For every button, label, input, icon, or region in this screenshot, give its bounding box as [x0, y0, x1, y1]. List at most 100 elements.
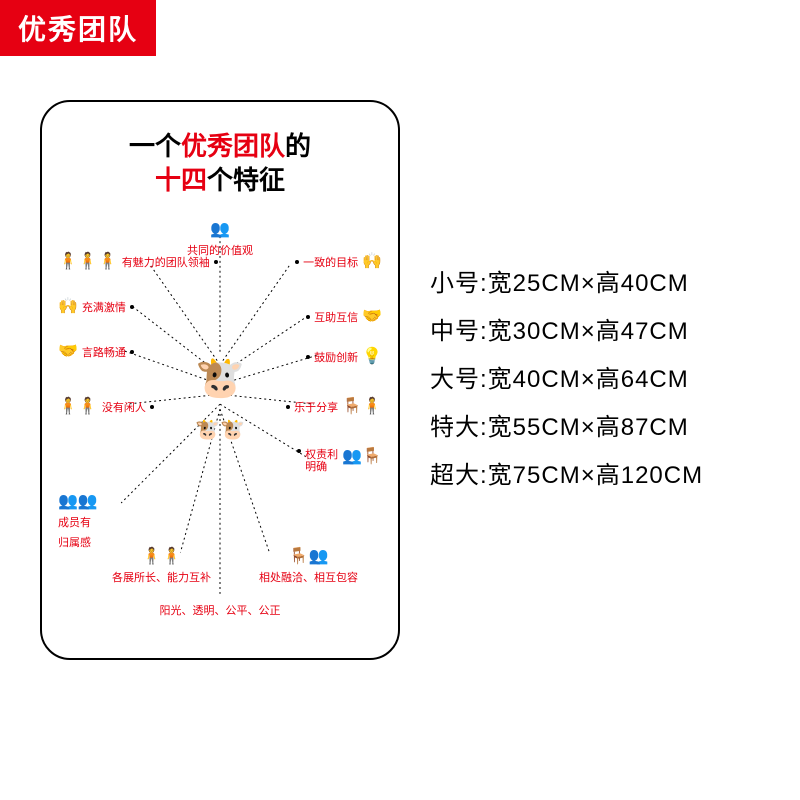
w-label: 宽 [488, 318, 513, 345]
times: × [581, 270, 596, 297]
h-label: 高 [596, 414, 621, 441]
passion-icon: 🙌 [58, 299, 78, 315]
busy-icon: 🧍🧍 [58, 399, 98, 415]
title-hl2: 十四 [155, 165, 207, 195]
trust-icon: 🤝 [362, 309, 382, 325]
dot-icon [297, 449, 301, 453]
poster-title: 一个优秀团队的 十四个特征 [52, 130, 388, 198]
goal-icon: 🙌 [362, 254, 382, 270]
size-row-large: 大号:宽40CM×高64CM [430, 356, 790, 404]
trait-r5a-label: 权责利 [305, 449, 338, 461]
people-icon: 👥 [210, 222, 230, 238]
title-suffix: 个特征 [207, 165, 285, 195]
cm: CM [541, 414, 580, 441]
w-label: 宽 [488, 414, 513, 441]
size-label: 特大 [430, 414, 480, 441]
title-hl1: 优秀团队 [181, 131, 285, 161]
dot-icon [306, 315, 310, 319]
w-val: 75 [513, 462, 542, 489]
trait-b1: 🧍🧍 各展所长、能力互补 [112, 549, 211, 585]
cm: CM [649, 366, 688, 393]
trait-r2: 🤝 互助互信 [306, 309, 382, 325]
size-label: 大号 [430, 366, 480, 393]
dot-icon [130, 305, 134, 309]
sep: : [480, 414, 488, 441]
share-icon: 🪑🧍 [342, 399, 382, 415]
trait-l6a-label: 成员有 [58, 514, 91, 530]
dot-icon [214, 260, 218, 264]
sep: : [480, 366, 488, 393]
dot-icon [286, 405, 290, 409]
w-label: 宽 [488, 462, 513, 489]
cm: CM [541, 366, 580, 393]
trait-r3-label: 鼓励创新 [314, 349, 358, 365]
group-icon: 👥👥 [58, 494, 98, 510]
trait-l1-label: 有魅力的团队领袖 [122, 254, 210, 270]
size-row-small: 小号:宽25CM×高40CM [430, 260, 790, 308]
trait-l3: 🤝 言路畅通 [58, 344, 134, 360]
size-label: 超大 [430, 462, 480, 489]
trait-r1: 🙌 一致的目标 [295, 254, 382, 270]
cm: CM [541, 270, 580, 297]
times: × [581, 318, 596, 345]
times: × [581, 462, 596, 489]
sep: : [480, 318, 488, 345]
dot-icon [295, 260, 299, 264]
trait-l4: 🧍🧍 没有闲人 [58, 399, 154, 415]
times: × [581, 414, 596, 441]
w-val: 40 [513, 366, 542, 393]
dot-icon [130, 350, 134, 354]
trait-l3-label: 言路畅通 [82, 344, 126, 360]
trait-top: 👥 共同的价值观 [187, 222, 253, 258]
w-val: 25 [513, 270, 542, 297]
trait-r2-label: 互助互信 [314, 309, 358, 325]
sep: : [480, 270, 488, 297]
trait-l1: 🧍🧍🧍 有魅力的团队领袖 [58, 254, 218, 270]
size-row-xl: 特大:宽55CM×高87CM [430, 404, 790, 452]
trait-b1-label: 各展所长、能力互补 [112, 569, 211, 585]
badge-excellent-team: 优秀团队 [0, 0, 156, 56]
trait-l2-label: 充满激情 [82, 299, 126, 315]
dot-icon [150, 405, 154, 409]
title-mid: 的 [285, 131, 311, 161]
cm: CM [649, 414, 688, 441]
dot-icon [306, 355, 310, 359]
h-val: 40 [621, 270, 650, 297]
trait-r5b-label: 明确 [305, 461, 327, 473]
innovate-icon: 💡 [362, 349, 382, 365]
trait-r4-label: 乐于分享 [294, 399, 338, 415]
h-label: 高 [596, 318, 621, 345]
h-val: 120 [621, 462, 664, 489]
w-val: 30 [513, 318, 542, 345]
skills-icon: 🧍🧍 [142, 549, 182, 565]
size-list: 小号:宽25CM×高40CM 中号:宽30CM×高47CM 大号:宽40CM×高… [430, 260, 790, 500]
leader-icon: 🧍🧍🧍 [58, 254, 118, 270]
h-val: 64 [621, 366, 650, 393]
sep: : [480, 462, 488, 489]
trait-l6: 👥👥 成员有 归属感 [58, 494, 98, 550]
cm: CM [664, 462, 703, 489]
cm: CM [541, 462, 580, 489]
talk-icon: 🤝 [58, 344, 78, 360]
h-label: 高 [596, 366, 621, 393]
harmony-icon: 🪑👥 [289, 549, 329, 565]
meeting-icon: 👥🪑 [342, 449, 382, 465]
times: × [581, 366, 596, 393]
size-label: 中号 [430, 318, 480, 345]
trait-l2: 🙌 充满激情 [58, 299, 134, 315]
traits-diagram: 👥 共同的价值观 🧍🧍🧍 有魅力的团队领袖 🙌 充满激情 🤝 言路畅通 🧍🧍 没… [52, 204, 388, 634]
w-label: 宽 [488, 366, 513, 393]
trait-b3: 阳光、透明、公平、公正 [52, 602, 388, 618]
size-row-xxl: 超大:宽75CM×高120CM [430, 452, 790, 500]
trait-r4: 🪑🧍 乐于分享 [286, 399, 382, 415]
trait-r5: 👥🪑 权责利 明确 [297, 449, 382, 473]
w-label: 宽 [488, 270, 513, 297]
h-label: 高 [596, 462, 621, 489]
trait-b2: 🪑👥 相处融洽、相互包容 [259, 549, 358, 585]
trait-b2-label: 相处融洽、相互包容 [259, 569, 358, 585]
trait-l4-label: 没有闲人 [102, 399, 146, 415]
w-val: 55 [513, 414, 542, 441]
h-val: 47 [621, 318, 650, 345]
mascot-icon: 🐮🐮🐮 [195, 354, 245, 446]
cm: CM [649, 270, 688, 297]
